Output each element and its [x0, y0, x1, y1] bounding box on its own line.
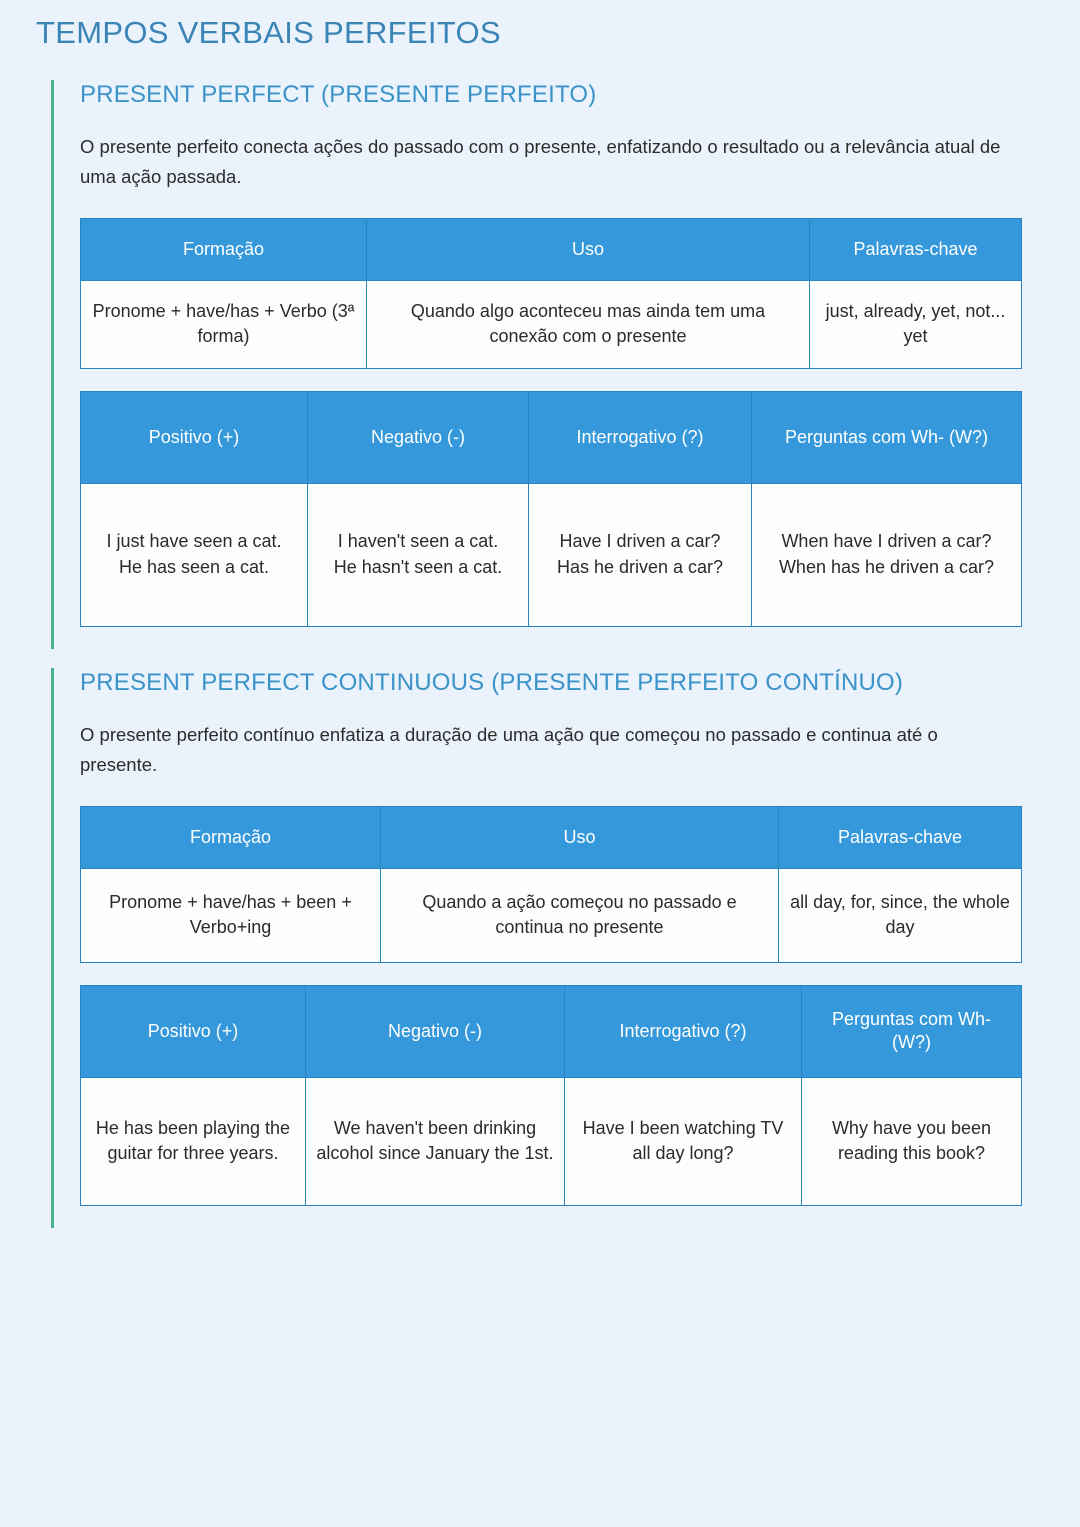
table-cell: just, already, yet, not... yet — [809, 279, 1022, 369]
table-row: He has been playing the guitar for three… — [80, 1076, 1022, 1206]
page-title: TEMPOS VERBAIS PERFEITOS — [36, 15, 501, 50]
column-header: Positivo (+) — [80, 390, 308, 484]
table-row: Pronome + have/has + been + Verbo+ing Qu… — [80, 867, 1022, 963]
table-exemplos-present-perfect: Positivo (+) Negativo (-) Interrogativo … — [80, 390, 1022, 627]
section-title: PRESENT PERFECT (PRESENTE PERFEITO) — [80, 81, 597, 108]
table-cell: Have I been watching TV all day long? — [564, 1076, 802, 1206]
column-header: Negativo (-) — [307, 390, 529, 484]
table-cell: Why have you been reading this book? — [801, 1076, 1022, 1206]
column-header: Negativo (-) — [305, 984, 565, 1078]
table-cell: Quando a ação começou no passado e conti… — [380, 867, 779, 963]
column-header: Interrogativo (?) — [564, 984, 802, 1078]
column-header: Interrogativo (?) — [528, 390, 752, 484]
column-header: Palavras-chave — [809, 217, 1022, 281]
table-formacao-uso-palavras: Formação Uso Palavras-chave Pronome + ha… — [80, 217, 1022, 369]
table-cell: Have I driven a car? Has he driven a car? — [528, 482, 752, 627]
table-exemplos-present-perfect-continuous: Positivo (+) Negativo (-) Interrogativo … — [80, 984, 1022, 1206]
section-description: O presente perfeito contínuo enfatiza a … — [80, 724, 938, 775]
table-row: I just have seen a cat. He has seen a cat… — [80, 482, 1022, 627]
column-header: Perguntas com Wh- (W?) — [751, 390, 1022, 484]
table-cell: I haven't seen a cat. He hasn't seen a ca… — [307, 482, 529, 627]
table-cell: I just have seen a cat. He has seen a cat… — [80, 482, 308, 627]
table-formacao-uso-palavras-continuous: Formação Uso Palavras-chave Pronome + ha… — [80, 805, 1022, 963]
column-header: Uso — [366, 217, 810, 281]
table-cell: all day, for, since, the whole day — [778, 867, 1022, 963]
table-header-row: Positivo (+) Negativo (-) Interrogativo … — [80, 984, 1022, 1078]
column-header: Formação — [80, 217, 367, 281]
column-header: Perguntas com Wh- (W?) — [801, 984, 1022, 1078]
table-header-row: Positivo (+) Negativo (-) Interrogativo … — [80, 390, 1022, 484]
section-present-perfect-continuous: PRESENT PERFECT CONTINUOUS (PRESENTE PER… — [51, 668, 1036, 1228]
table-header-row: Formação Uso Palavras-chave — [80, 805, 1022, 869]
table-row: Pronome + have/has + Verbo (3ª forma) Qu… — [80, 279, 1022, 369]
column-header: Uso — [380, 805, 779, 869]
table-cell: He has been playing the guitar for three… — [80, 1076, 306, 1206]
table-cell: Pronome + have/has + Verbo (3ª forma) — [80, 279, 367, 369]
column-header: Palavras-chave — [778, 805, 1022, 869]
table-cell: When have I driven a car? When has he dri… — [751, 482, 1022, 627]
section-description: O presente perfeito conecta ações do pas… — [80, 136, 1001, 187]
table-header-row: Formação Uso Palavras-chave — [80, 217, 1022, 281]
column-header: Formação — [80, 805, 381, 869]
table-cell: Quando algo aconteceu mas ainda tem uma … — [366, 279, 810, 369]
table-cell: We haven't been drinking alcohol since J… — [305, 1076, 565, 1206]
section-title: PRESENT PERFECT CONTINUOUS (PRESENTE PER… — [80, 669, 904, 696]
section-present-perfect: PRESENT PERFECT (PRESENTE PERFEITO) O pr… — [51, 80, 1036, 649]
column-header: Positivo (+) — [80, 984, 306, 1078]
table-cell: Pronome + have/has + been + Verbo+ing — [80, 867, 381, 963]
